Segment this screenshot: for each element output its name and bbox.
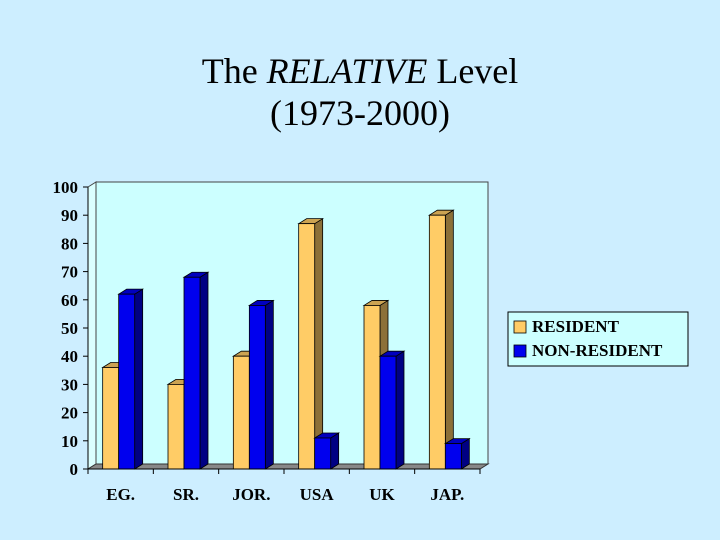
plot-floor [86,463,490,470]
plot-side-wall [87,181,97,470]
bar-non-resident-jor [247,299,275,470]
x-category-label: UK [369,485,395,504]
title-emphasis: RELATIVE [266,51,428,91]
legend: RESIDENT NON-RESIDENT [507,311,689,367]
plot-back-wall [95,181,489,465]
bar-resident-usa [297,217,325,470]
y-tick-label: 80 [61,234,78,253]
bar-non-resident-eg [117,288,145,470]
x-category-label: JOR. [232,485,270,504]
x-category-label: JAP. [430,485,464,504]
legend-label: RESIDENT [532,317,620,336]
legend-box [507,311,689,367]
bar-non-resident-sr [182,271,210,470]
legend-swatch [513,320,527,334]
bar-resident-jap [427,209,455,470]
title-line-2: (1973-2000) [270,93,450,133]
y-tick-label: 90 [61,206,78,225]
legend-label: NON-RESIDENT [532,341,663,360]
x-axis: EG. SR. JOR. USA UK JAP. [87,468,481,504]
y-tick-label: 10 [61,432,78,451]
y-tick-label: 20 [61,404,78,423]
y-tick-label: 50 [61,319,78,338]
title-prefix: The [201,51,267,91]
title-line-1: The RELATIVE Level [0,50,720,92]
y-tick-label: 30 [61,375,78,394]
legend-swatch [513,344,527,358]
x-category-label: EG. [106,485,135,504]
y-tick-label: 40 [61,347,78,366]
bar-non-resident-usa [313,432,341,470]
bar-non-resident-uk [378,350,406,470]
y-axis: 0 10 20 30 40 50 60 70 80 90 100 [53,178,89,479]
y-tick-label: 0 [70,460,79,479]
plot-area [86,181,490,470]
y-tick-label: 60 [61,291,78,310]
x-category-label: SR. [173,485,199,504]
title-suffix: Level [427,51,519,91]
y-tick-label: 70 [61,263,78,282]
x-category-label: USA [300,485,335,504]
bar-non-resident-jap [443,437,471,470]
chart-title: The RELATIVE Level (1973-2000) [0,50,720,134]
y-tick-label: 100 [53,178,79,197]
